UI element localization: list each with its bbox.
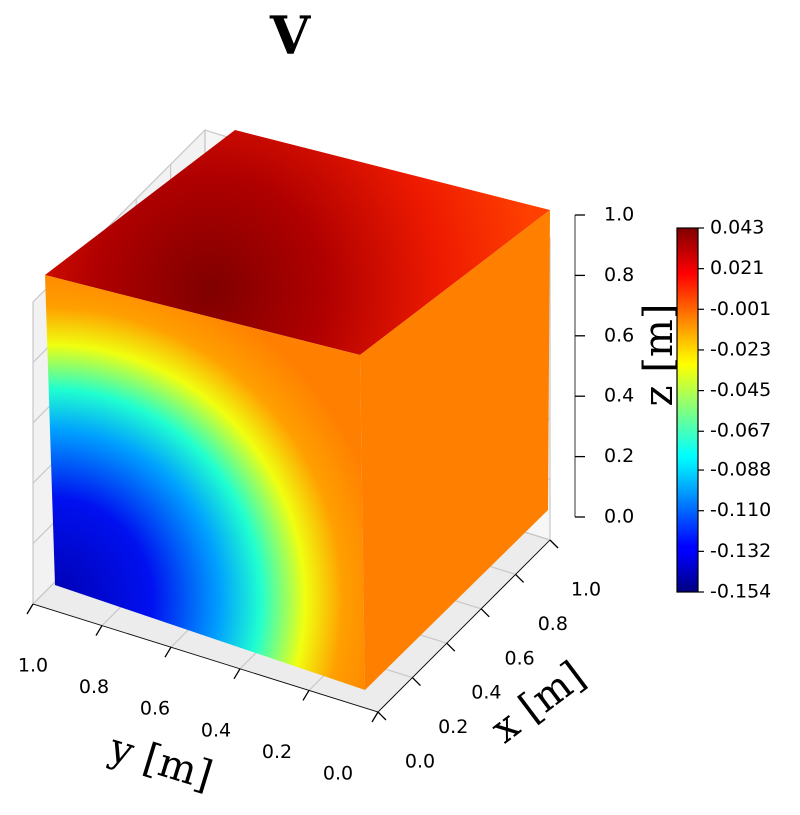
- colorbar-scale: [676, 227, 699, 593]
- chart-title: V: [269, 6, 312, 67]
- colorbar-tick-label: -0.088: [710, 459, 771, 481]
- y-tick-label: 1.0: [18, 655, 48, 677]
- tick-mark: [233, 668, 241, 680]
- cube-top-face: [45, 130, 550, 355]
- tick-mark: [377, 711, 387, 721]
- colorbar-tick-label: -0.154: [710, 581, 771, 603]
- colorbar-tick-label: -0.045: [710, 379, 771, 401]
- y-tick-label: 0.6: [140, 698, 170, 720]
- colorbar-tick-label: -0.067: [710, 420, 771, 442]
- cube: [45, 130, 550, 690]
- x-tick-label: 0.2: [438, 716, 468, 738]
- tick-mark: [411, 677, 421, 687]
- tick-mark: [371, 711, 379, 723]
- z-tick-label: 1.0: [604, 204, 634, 226]
- x-axis-label: x [m]: [483, 653, 594, 753]
- z-tick-label: 0.2: [604, 445, 634, 467]
- y-axis-line: [32, 603, 379, 713]
- colorbar: -0.154 -0.132 -0.110 -0.088 -0.067 -0.045 -0.0…: [676, 217, 771, 603]
- tick-mark: [549, 539, 559, 549]
- z-tick-label: 0.4: [604, 385, 634, 407]
- tick-mark: [446, 642, 456, 652]
- tick-mark: [95, 625, 103, 636]
- y-tick-label: 0.8: [79, 676, 109, 698]
- cube-side-face: [360, 210, 550, 690]
- tick-mark: [302, 690, 310, 701]
- tick-mark: [515, 573, 525, 583]
- x-tick-label: 0.8: [538, 613, 568, 635]
- colorbar-tick-label: -0.023: [710, 338, 771, 360]
- z-axis-label: z [m]: [636, 304, 682, 407]
- colorbar-tick-label: -0.132: [710, 540, 771, 562]
- y-tick-label: 0.0: [323, 763, 353, 785]
- x-tick-label: 0.6: [504, 647, 534, 669]
- x-axis-line: [377, 539, 551, 713]
- y-tick-label: 0.4: [201, 719, 231, 741]
- x-tick-label: 0.4: [471, 682, 501, 704]
- z-tick-label: 0.6: [604, 324, 634, 346]
- colorbar-tick-label: -0.110: [710, 499, 771, 521]
- tick-mark: [480, 608, 490, 618]
- x-tick-label: 1.0: [571, 579, 601, 601]
- z-tick-label: 0.8: [604, 264, 634, 286]
- colorbar-tick-label: 0.043: [710, 217, 764, 239]
- colorbar-tick-label: 0.021: [710, 257, 764, 279]
- axes: 0.00.20.40.60.81.00.00.20.40.60.81.00.00…: [18, 204, 634, 785]
- tick-mark: [26, 603, 34, 615]
- cube-front-face: [45, 275, 365, 690]
- tick-mark: [164, 646, 172, 658]
- y-tick-label: 0.2: [262, 741, 292, 763]
- z-tick-label: 0.0: [604, 506, 634, 528]
- colorbar-tick-label: -0.001: [710, 298, 771, 320]
- x-tick-label: 0.0: [405, 751, 435, 773]
